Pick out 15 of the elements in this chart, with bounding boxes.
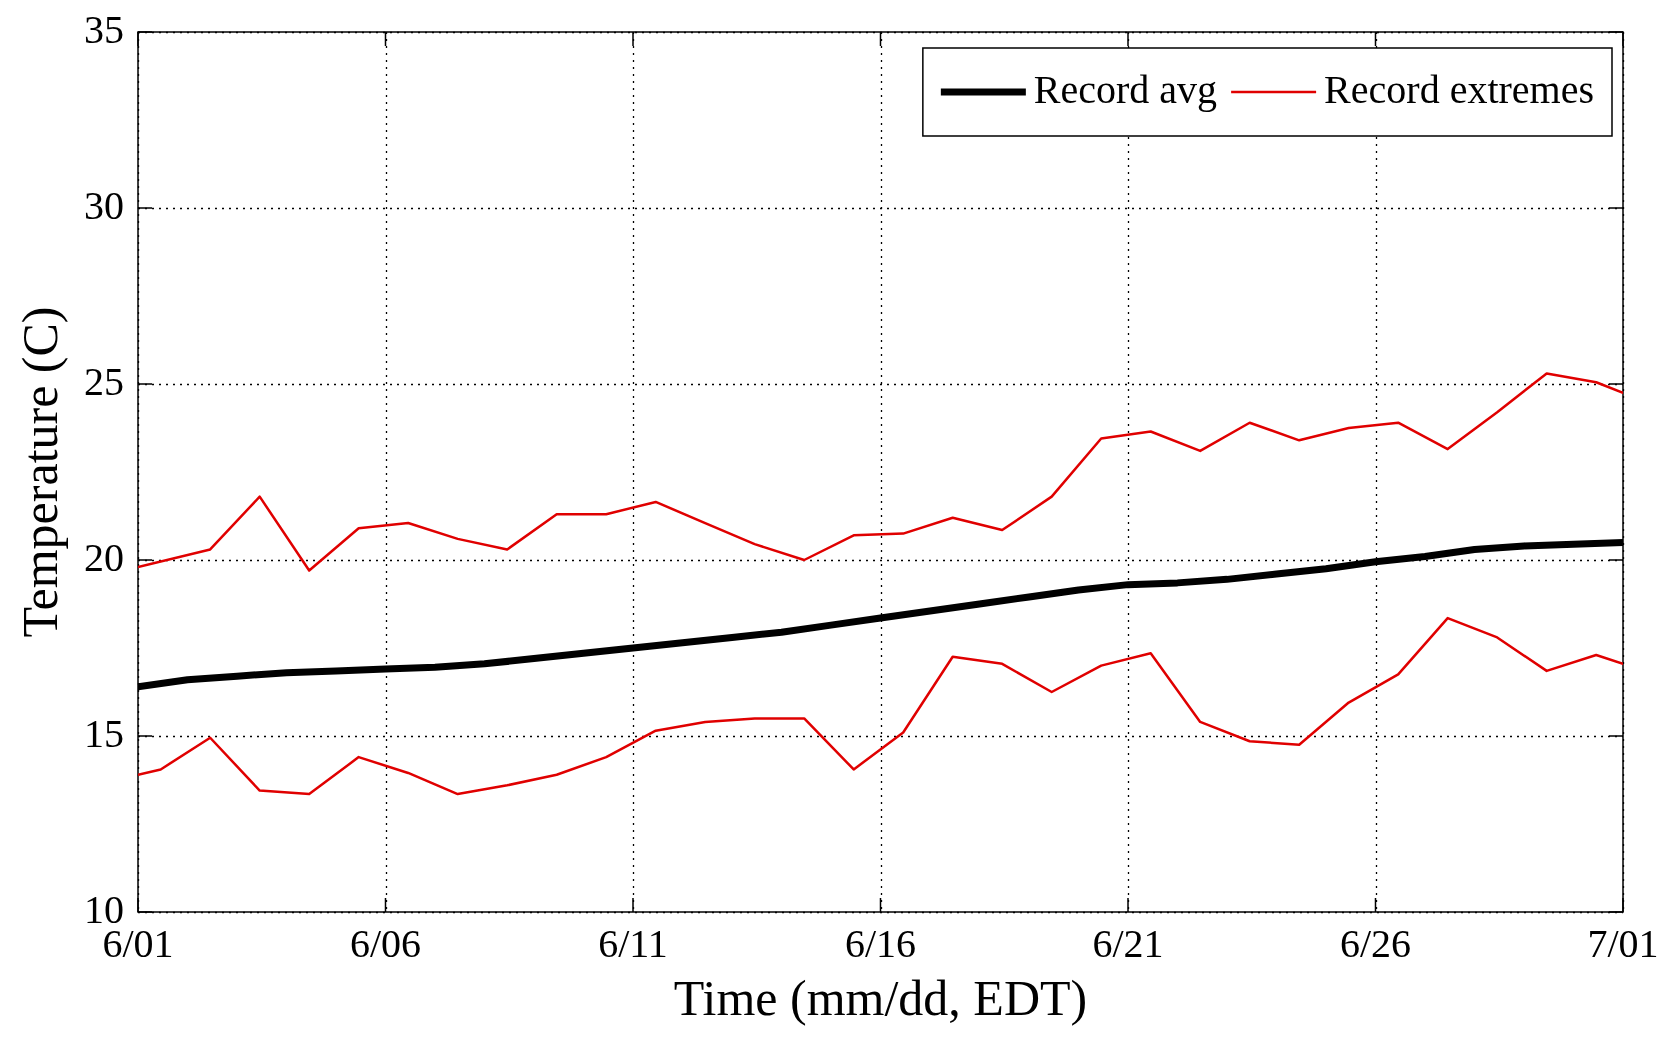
x-tick-label: 6/06 — [349, 920, 422, 966]
y-tick-label: 15 — [84, 710, 124, 756]
y-tick-label: 25 — [84, 358, 124, 404]
x-tick-label: 6/21 — [1092, 920, 1164, 966]
y-tick-label: 35 — [84, 6, 124, 52]
x-tick-label: 6/16 — [844, 920, 917, 966]
x-axis-title: Time (mm/dd, EDT) — [673, 970, 1088, 1027]
y-tick-label: 30 — [84, 182, 124, 228]
legend-label: Record extremes — [1324, 66, 1595, 112]
x-tick-label: 6/26 — [1339, 920, 1412, 966]
x-tick-label: 6/11 — [598, 920, 668, 966]
x-tick-label: 7/01 — [1587, 920, 1659, 966]
y-tick-label: 20 — [84, 534, 124, 580]
y-axis-title: Temperature (C) — [12, 306, 69, 638]
legend-label: Record avg — [1033, 66, 1218, 112]
